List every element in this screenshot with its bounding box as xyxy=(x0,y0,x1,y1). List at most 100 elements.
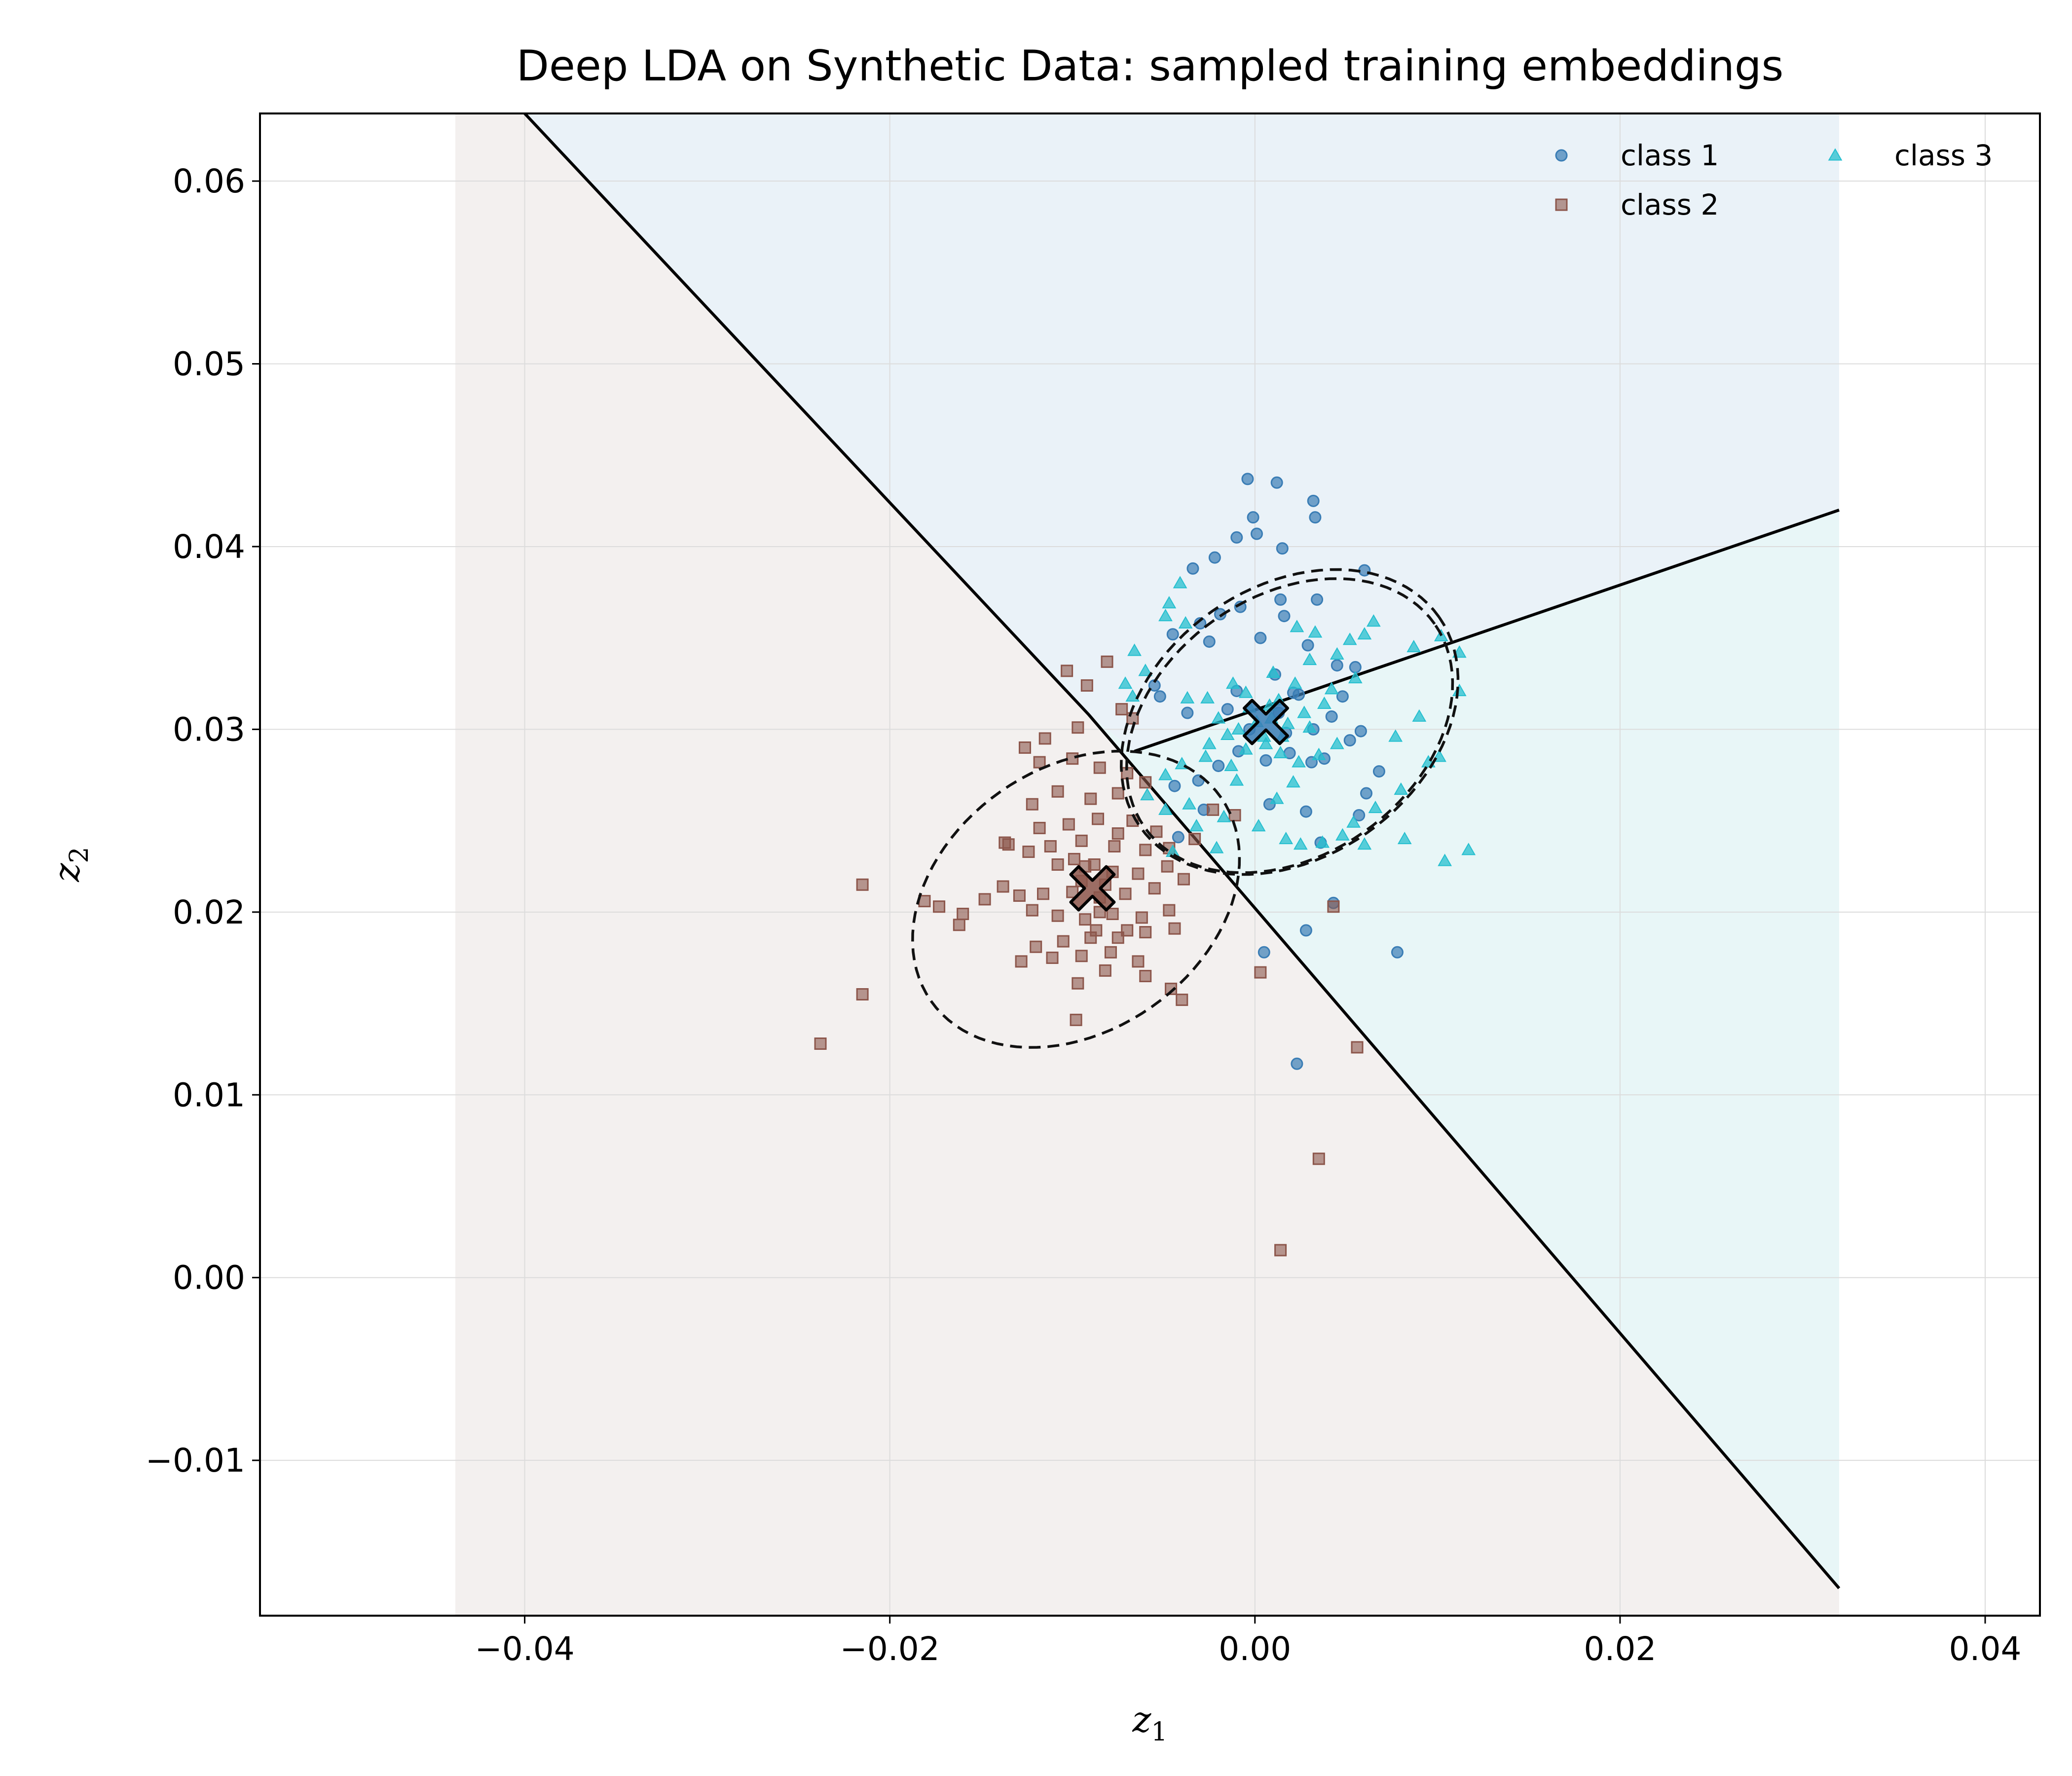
data-point xyxy=(1346,815,1361,828)
data-point xyxy=(1212,759,1225,772)
data-point xyxy=(1391,946,1404,959)
data-point xyxy=(1397,831,1412,845)
data-point xyxy=(1075,834,1088,847)
data-point xyxy=(1229,773,1244,786)
data-point xyxy=(1111,827,1124,840)
data-point xyxy=(1139,926,1152,939)
y-tick-label: 0.03 xyxy=(173,710,245,748)
data-point xyxy=(1299,924,1312,937)
data-point xyxy=(1220,727,1235,740)
data-point xyxy=(1368,800,1383,814)
data-point xyxy=(1330,647,1344,660)
data-point xyxy=(1331,659,1343,672)
data-point xyxy=(1119,888,1132,900)
data-point xyxy=(1302,720,1317,733)
x-tick-label: 0.02 xyxy=(1584,1630,1656,1668)
data-point xyxy=(1051,785,1064,798)
data-point xyxy=(856,878,869,891)
data-point xyxy=(1108,840,1121,852)
data-point xyxy=(1224,758,1239,771)
data-point xyxy=(856,988,869,1001)
data-point xyxy=(933,900,946,913)
ellipse-class-1 xyxy=(1120,568,1460,876)
data-point xyxy=(1148,882,1161,895)
data-point xyxy=(1274,1244,1287,1257)
data-point xyxy=(1287,686,1299,699)
x-axis-label: z1 xyxy=(1132,1699,1167,1747)
data-point xyxy=(1209,841,1224,853)
data-point xyxy=(1217,810,1231,822)
x-tick-label: −0.04 xyxy=(475,1630,574,1668)
data-point xyxy=(1258,737,1273,749)
data-point xyxy=(1207,803,1220,816)
data-point xyxy=(1309,511,1322,524)
ellipse-class-2 xyxy=(911,749,1241,1049)
data-point xyxy=(1013,889,1026,902)
y-tick-label: 0.01 xyxy=(173,1076,245,1114)
data-point xyxy=(1198,749,1213,762)
data-point xyxy=(1228,809,1241,821)
data-point xyxy=(1308,625,1323,638)
data-point xyxy=(1051,909,1064,922)
data-point xyxy=(1161,860,1174,873)
y-tick-label: 0.05 xyxy=(173,345,245,383)
data-point xyxy=(1118,676,1133,689)
data-point xyxy=(1317,696,1332,709)
data-point xyxy=(1038,732,1051,745)
data-point xyxy=(1088,858,1101,871)
data-point xyxy=(1139,844,1152,856)
data-point xyxy=(1189,819,1204,832)
y-axis-label: z2 xyxy=(46,847,94,882)
data-point xyxy=(1327,900,1340,913)
data-point xyxy=(1057,935,1070,948)
data-point xyxy=(1438,853,1452,866)
data-point xyxy=(1135,911,1148,924)
data-point xyxy=(1302,652,1317,666)
mean-marker-class-1 xyxy=(1242,699,1289,745)
data-point xyxy=(1150,825,1163,838)
data-point xyxy=(1176,994,1188,1006)
data-point xyxy=(1354,725,1367,738)
data-point xyxy=(1158,768,1173,780)
data-point xyxy=(1353,809,1366,821)
y-tick-label: −0.01 xyxy=(146,1442,245,1480)
x-axis-ticks: −0.04 −0.02 0.00 0.02 0.04 xyxy=(475,1616,2021,1668)
data-point xyxy=(1140,788,1154,801)
data-point xyxy=(1325,710,1338,723)
data-point xyxy=(1101,655,1113,668)
data-point xyxy=(1158,609,1173,622)
y-tick-label: 0.00 xyxy=(173,1259,245,1297)
x-tick-label: 0.04 xyxy=(1949,1630,2022,1668)
grid-lines xyxy=(260,113,2040,1616)
y-tick-label: 0.06 xyxy=(173,162,245,200)
data-point xyxy=(1158,802,1173,815)
data-point xyxy=(1203,635,1216,648)
data-point xyxy=(1290,620,1304,632)
data-point xyxy=(1230,531,1243,544)
y-axis-ticks: −0.01 0.00 0.01 0.02 0.03 0.04 0.05 0.06 xyxy=(146,162,260,1480)
data-point xyxy=(1324,682,1339,695)
legend-label: class 2 xyxy=(1621,188,1719,222)
region-class-1 xyxy=(524,113,1839,751)
data-point xyxy=(1348,670,1363,684)
data-point xyxy=(1072,977,1084,990)
data-point xyxy=(1173,576,1187,589)
data-point xyxy=(1406,640,1421,653)
data-point xyxy=(957,908,969,921)
legend-item-class-2: class 2 xyxy=(1555,188,1719,222)
data-point xyxy=(1172,831,1184,844)
ellipse-class-3 xyxy=(1125,577,1454,874)
data-point xyxy=(1030,940,1042,953)
data-point xyxy=(1293,837,1308,850)
data-point xyxy=(1168,922,1181,935)
data-point xyxy=(1211,711,1226,724)
data-point xyxy=(1046,951,1059,964)
data-point xyxy=(1301,639,1314,652)
covariance-ellipses xyxy=(911,568,1460,1049)
data-point xyxy=(1022,846,1035,858)
data-point xyxy=(1026,904,1038,917)
data-point xyxy=(1288,676,1302,689)
data-point xyxy=(1132,867,1145,880)
data-point xyxy=(1015,955,1028,968)
